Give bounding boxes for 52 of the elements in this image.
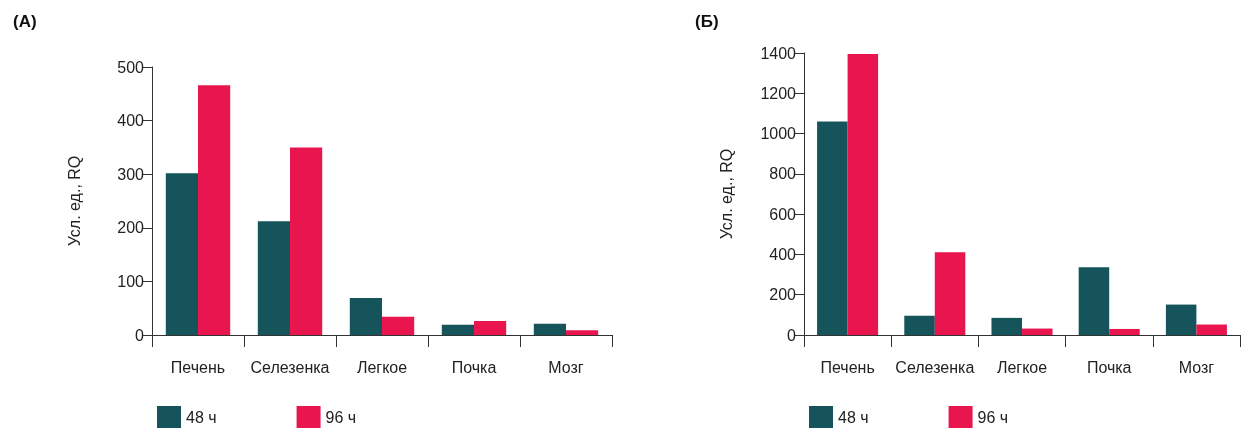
y-tick-label: 200 — [769, 286, 797, 304]
bar — [566, 330, 599, 335]
legend-label: 48 ч — [186, 408, 217, 426]
legend-label: 96 ч — [325, 408, 357, 426]
y-tick-label: 0 — [787, 326, 797, 344]
y-tick-label: 100 — [117, 272, 145, 290]
y-tick-label: 300 — [117, 165, 145, 183]
y-tick-label: 0 — [135, 326, 145, 344]
bar — [1196, 324, 1227, 335]
x-tick-label: Почка — [1086, 358, 1132, 376]
y-tick-label: 500 — [117, 58, 145, 76]
bar — [441, 324, 474, 335]
legend-label: 96 ч — [977, 408, 1009, 426]
bar — [257, 221, 290, 335]
bar — [847, 54, 879, 335]
bar — [934, 252, 966, 335]
y-axis-title: Усл. ед., RQ — [65, 155, 83, 247]
bar — [1078, 267, 1110, 335]
x-tick-label: Селезенка — [895, 358, 975, 376]
y-tick-label: 1200 — [760, 84, 797, 102]
chart-title: (А) — [13, 12, 37, 31]
bar — [817, 121, 848, 335]
y-axis-title: Усл. ед., RQ — [717, 148, 735, 240]
legend-label: 48 ч — [838, 408, 869, 426]
x-tick-label: Легкое — [356, 358, 408, 376]
chart-title: (Б) — [695, 12, 719, 31]
y-tick-label: 600 — [769, 205, 797, 223]
bar — [198, 85, 231, 335]
bar — [1022, 328, 1053, 335]
x-tick-label: Печень — [820, 358, 875, 376]
x-tick-label: Мозг — [1178, 358, 1215, 376]
bar — [290, 147, 323, 335]
bar — [1165, 304, 1197, 335]
bar — [382, 316, 415, 335]
bar — [165, 173, 198, 335]
x-tick-label: Мозг — [548, 358, 584, 376]
x-tick-label: Легкое — [996, 358, 1048, 376]
y-tick-label: 800 — [769, 165, 797, 183]
bar — [991, 317, 1022, 335]
y-tick-label: 1400 — [760, 44, 797, 62]
y-tick-label: 200 — [117, 219, 145, 237]
bar — [474, 321, 507, 335]
x-tick-label: Селезенка — [250, 358, 330, 376]
x-tick-label: Почка — [451, 358, 497, 376]
y-tick-label: 1000 — [760, 125, 797, 143]
bar — [904, 315, 935, 335]
y-tick-label: 400 — [117, 112, 145, 130]
y-tick-label: 400 — [769, 245, 797, 263]
x-tick-label: Печень — [170, 358, 226, 376]
bar — [349, 298, 382, 335]
bar — [533, 323, 566, 335]
bar — [1109, 328, 1140, 335]
